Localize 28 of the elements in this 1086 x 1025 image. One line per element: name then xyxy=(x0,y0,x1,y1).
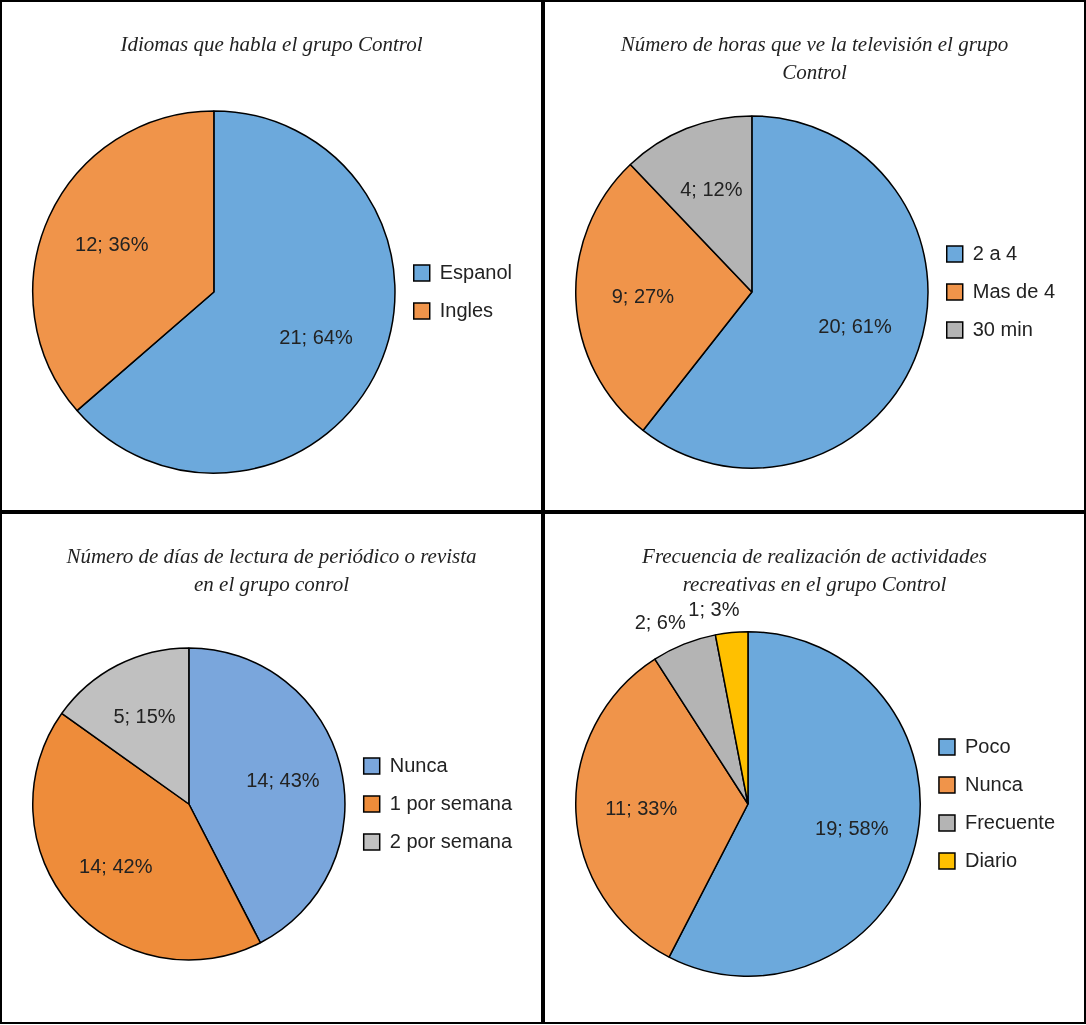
data-label: 12; 36% xyxy=(75,232,149,255)
legend-label: Frecuente xyxy=(964,810,1056,833)
data-label: 5; 15% xyxy=(113,705,176,728)
chart-title: Número de horas que ve la televisión el grupo Control xyxy=(619,31,1010,86)
legend-label: Nunca xyxy=(964,772,1024,795)
legend-label: Nunca xyxy=(389,753,449,776)
legend-label: Espanol xyxy=(439,260,513,283)
data-label: 21; 64% xyxy=(279,326,353,349)
legend-label: 30 min xyxy=(972,317,1033,340)
data-label: 19; 58% xyxy=(815,816,889,839)
data-label: 14; 42% xyxy=(79,854,153,877)
chart-title: Número de días de lectura de periódico o revista en el grupo conrol xyxy=(65,543,478,598)
legend-label: 2 a 4 xyxy=(972,241,1018,264)
data-label: 2; 6% xyxy=(634,611,686,634)
data-label: 11; 33% xyxy=(605,796,678,819)
chart-title: Frecuencia de realización de actividades recreativas en el grupo Control xyxy=(641,543,988,598)
legend-label: 2 por semana xyxy=(389,829,513,852)
data-label: 1; 3% xyxy=(688,598,740,621)
legend-label: Poco xyxy=(964,734,1011,757)
legend-label: Mas de 4 xyxy=(972,279,1055,302)
legend-label: 1 por semana xyxy=(389,791,513,814)
legend-label: Ingles xyxy=(439,298,494,321)
data-label: 20; 61% xyxy=(818,315,892,338)
data-label: 9; 27% xyxy=(611,284,675,307)
data-label: 4; 12% xyxy=(680,178,743,201)
chart-title: Idiomas que habla el grupo Control xyxy=(119,31,424,58)
data-label: 14; 43% xyxy=(246,768,320,791)
legend-label: Diario xyxy=(964,848,1018,871)
